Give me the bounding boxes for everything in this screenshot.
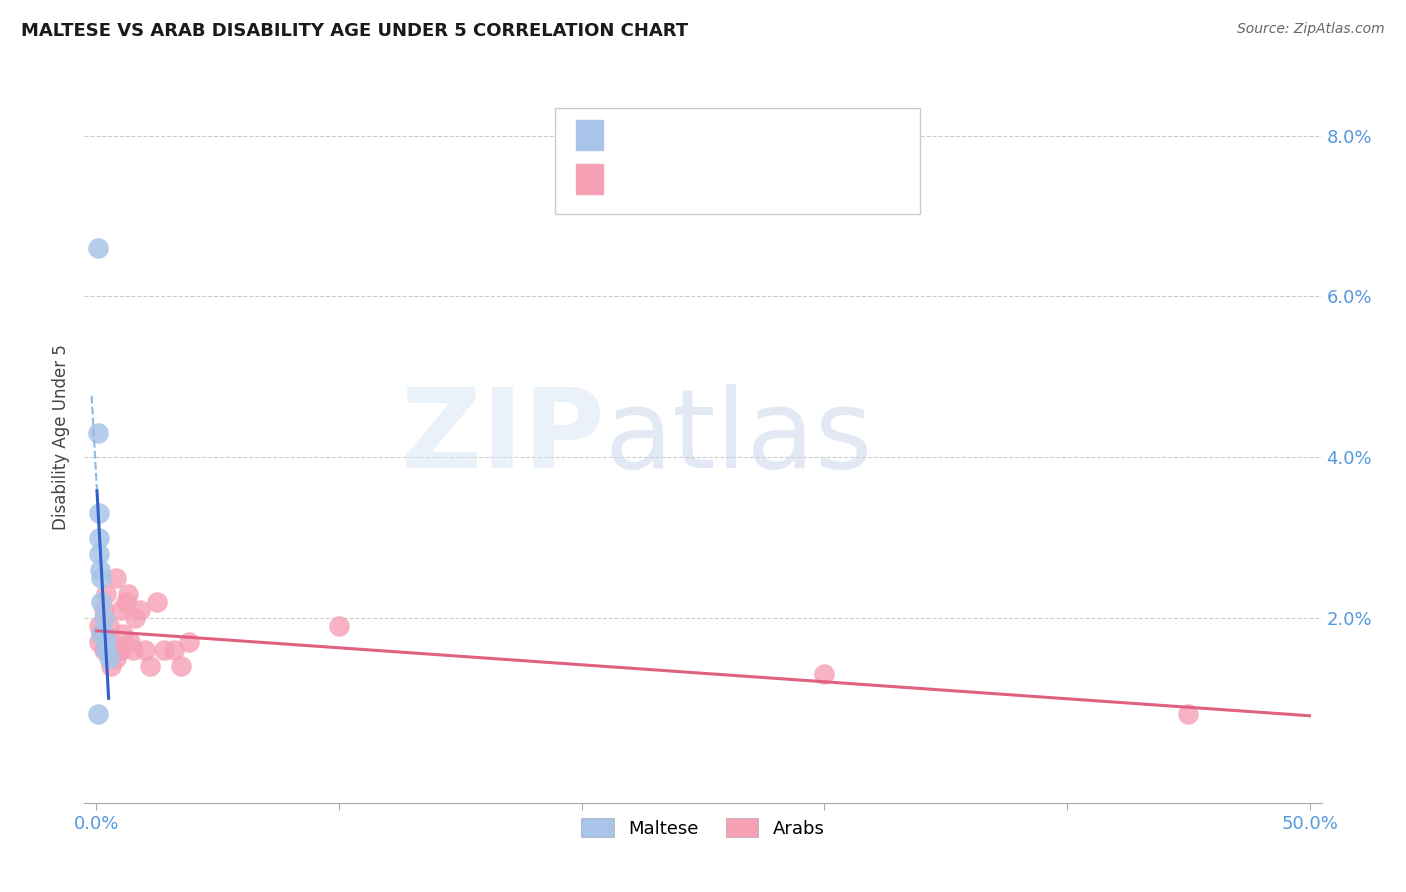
Point [163, 643, 186, 657]
Point [813, 667, 835, 681]
Point [100, 659, 122, 673]
Point [107, 643, 129, 657]
Point [104, 571, 127, 585]
Point [87, 425, 110, 440]
Point [93, 611, 115, 625]
Text: R =  0.272   N = 15: R = 0.272 N = 15 [620, 126, 818, 145]
Point [170, 659, 193, 673]
Point [93, 643, 115, 657]
Point [87, 547, 110, 561]
Point [153, 643, 176, 657]
Legend: Maltese, Arabs: Maltese, Arabs [574, 811, 832, 845]
Y-axis label: Disability Age Under 5: Disability Age Under 5 [52, 344, 70, 530]
Point [87, 507, 110, 521]
Point [90, 571, 112, 585]
Point [90, 627, 112, 641]
Point [129, 603, 152, 617]
Point [103, 643, 125, 657]
Point [96, 643, 118, 657]
Text: R = -0.217   N = 30: R = -0.217 N = 30 [620, 169, 820, 188]
Point [87, 531, 110, 545]
Point [117, 587, 139, 601]
Point [122, 643, 145, 657]
Point [146, 595, 169, 609]
Point [97, 619, 120, 633]
Point [139, 659, 162, 673]
Point [89, 563, 111, 577]
Point [114, 595, 136, 609]
Point [100, 635, 122, 649]
FancyBboxPatch shape [575, 163, 603, 194]
Point [96, 587, 118, 601]
Point [87, 635, 110, 649]
Point [328, 619, 350, 633]
Text: ZIP: ZIP [401, 384, 605, 491]
FancyBboxPatch shape [554, 108, 920, 214]
Text: MALTESE VS ARAB DISABILITY AGE UNDER 5 CORRELATION CHART: MALTESE VS ARAB DISABILITY AGE UNDER 5 C… [21, 22, 688, 40]
Point [124, 611, 146, 625]
Point [93, 627, 115, 641]
Point [86, 241, 108, 255]
Point [87, 619, 110, 633]
Point [104, 651, 127, 665]
Point [93, 603, 115, 617]
Point [110, 643, 132, 657]
FancyBboxPatch shape [575, 120, 603, 151]
Point [90, 627, 112, 641]
Point [86, 707, 108, 722]
Point [134, 643, 156, 657]
Text: Source: ZipAtlas.com: Source: ZipAtlas.com [1237, 22, 1385, 37]
Point [96, 643, 118, 657]
Text: atlas: atlas [605, 384, 873, 491]
Point [120, 635, 142, 649]
Point [110, 603, 132, 617]
Point [177, 635, 200, 649]
Point [1177, 707, 1199, 722]
Point [90, 595, 112, 609]
Point [97, 651, 120, 665]
Point [96, 635, 118, 649]
Point [112, 627, 135, 641]
